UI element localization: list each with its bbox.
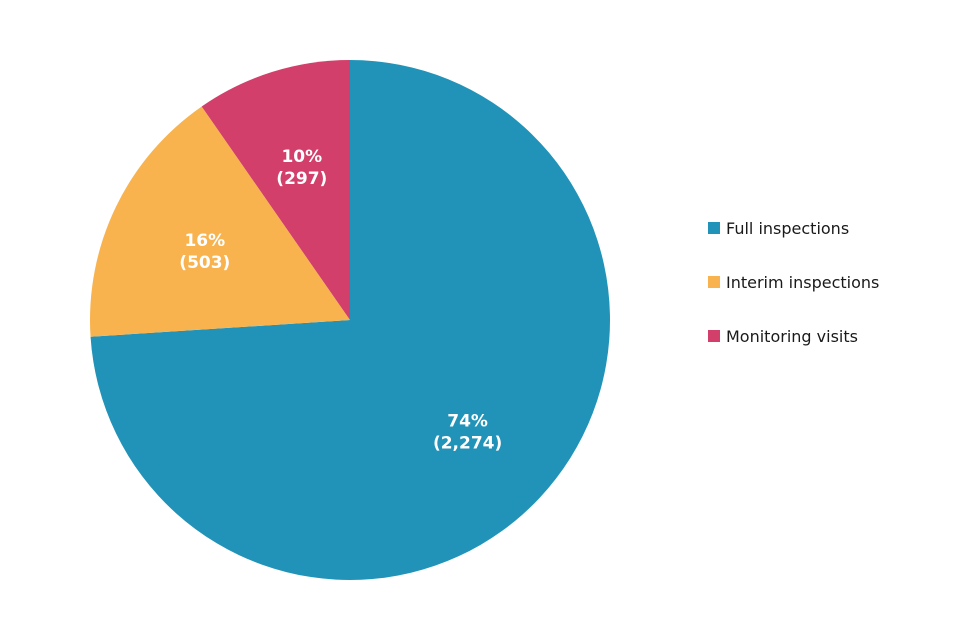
pie-slice-monitoring-visits (201, 60, 350, 320)
slice-percent-label: 16% (184, 231, 225, 251)
legend-item-monitoring-visits: Monitoring visits (708, 327, 858, 346)
legend-swatch (708, 222, 720, 234)
pie-slices (90, 60, 611, 580)
legend-label: Interim inspections (726, 273, 879, 292)
slice-count-label: (297) (276, 169, 327, 189)
legend: Full inspections Interim inspections Monit… (708, 219, 879, 346)
slice-percent-label: 74% (447, 411, 488, 431)
slice-percent-label: 10% (281, 147, 322, 167)
legend-item-full-inspections: Full inspections (708, 219, 849, 238)
pie-slice-full-inspections (90, 60, 611, 580)
slice-label-full-inspections: 74% (2,274) (433, 411, 502, 453)
legend-label: Monitoring visits (726, 327, 858, 346)
legend-label: Full inspections (726, 219, 849, 238)
pie-slice-interim-inspections (90, 106, 350, 337)
legend-swatch (708, 330, 720, 342)
legend-swatch (708, 276, 720, 288)
slice-count-label: (2,274) (433, 433, 502, 453)
slice-label-monitoring-visits: 10% (297) (276, 147, 327, 189)
slice-count-label: (503) (179, 253, 230, 273)
slice-label-interim-inspections: 16% (503) (179, 231, 230, 273)
slice-labels: 74% (2,274) 16% (503) 10% (297) (179, 147, 502, 453)
legend-item-interim-inspections: Interim inspections (708, 273, 879, 292)
